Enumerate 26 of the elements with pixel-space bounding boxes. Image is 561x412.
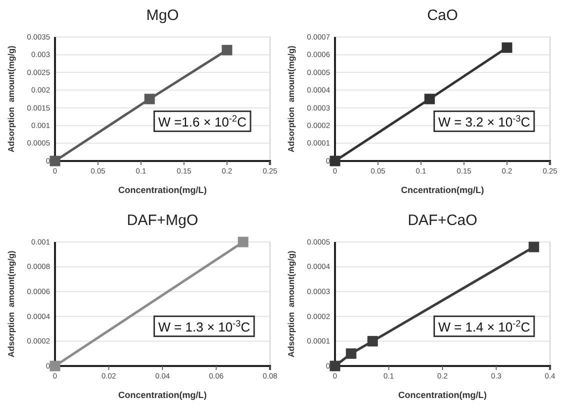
point bbox=[330, 156, 340, 166]
annotation: W =1.6 × 10$^{-2}$C bbox=[158, 113, 247, 130]
x-axis-title: Cncentration(mg/L) bbox=[401, 185, 484, 195]
point bbox=[346, 348, 356, 359]
point bbox=[502, 42, 512, 53]
point bbox=[424, 94, 435, 104]
point bbox=[528, 242, 540, 252]
chart-title: MgO bbox=[146, 7, 179, 24]
y-axis-title: Adsorption amount(mg/g) bbox=[286, 250, 296, 358]
chart-title: CaO bbox=[427, 7, 458, 24]
point bbox=[144, 94, 155, 104]
x-axis-title: Concentration(mg/L) bbox=[118, 185, 207, 195]
point bbox=[330, 360, 340, 372]
y-axis-title: Adsorption amount(mg/g) bbox=[286, 45, 296, 152]
point bbox=[50, 156, 60, 166]
y-axis-title: Adsorption amount(mg/g) bbox=[6, 45, 16, 152]
point bbox=[367, 336, 378, 346]
point bbox=[222, 44, 232, 56]
chart-title: DAF+MgO bbox=[126, 212, 198, 229]
annotation: W = 3.2 × 10$^{-3}$C bbox=[438, 113, 530, 130]
annotation: W = 1.3 × 10$^{-3}$C bbox=[158, 318, 250, 334]
chart-title: DAF+CaO bbox=[408, 212, 478, 229]
x-axis-title: Concentration(mg/L) bbox=[398, 390, 487, 400]
y-axis-title: Adsorption amount(mg/g) bbox=[6, 250, 16, 358]
x-axis-title: Concentration(mg/L) bbox=[118, 390, 207, 400]
annotation: W = 1.4 × 10$^{-2}$C bbox=[438, 318, 530, 334]
